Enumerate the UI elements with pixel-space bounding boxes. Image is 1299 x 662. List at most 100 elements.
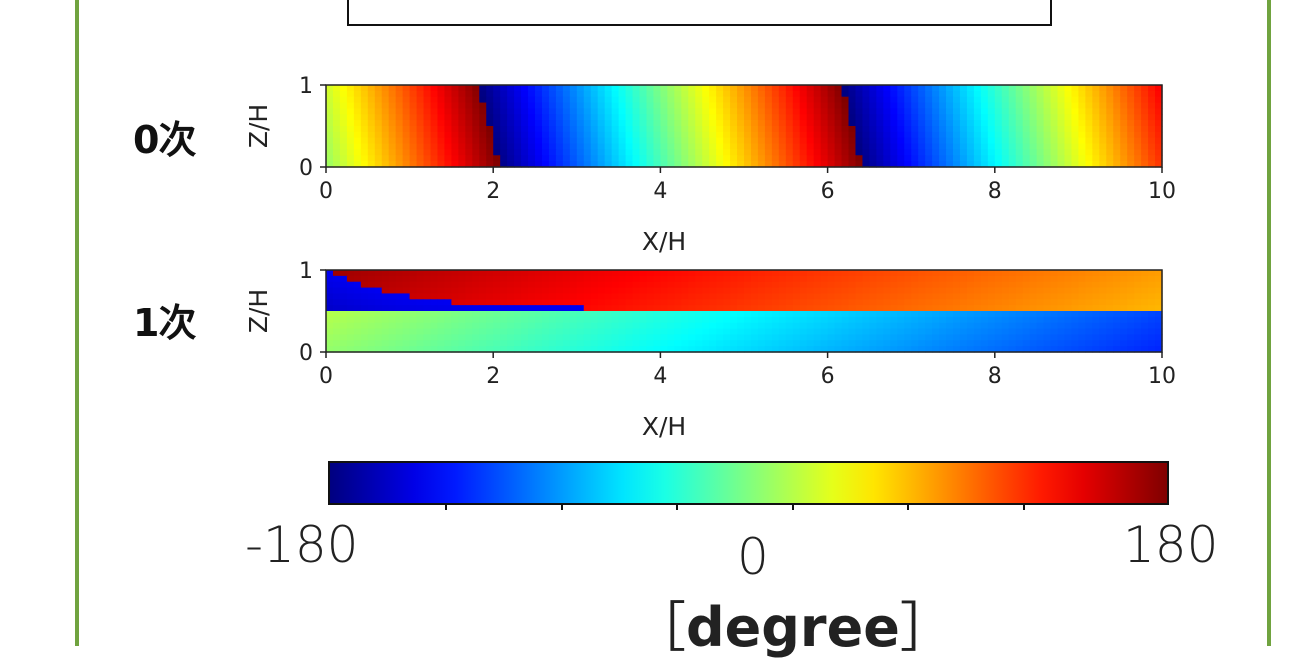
heatmap-cell bbox=[688, 293, 696, 300]
heatmap-cell bbox=[932, 102, 940, 110]
heatmap-cell bbox=[897, 137, 905, 145]
heatmap-cell bbox=[1071, 155, 1079, 162]
heatmap-cell bbox=[897, 287, 905, 295]
heatmap-cell bbox=[416, 299, 425, 306]
heatmap-cell bbox=[458, 334, 466, 341]
heatmap-cell bbox=[702, 155, 710, 162]
heatmap-cell bbox=[1022, 102, 1031, 110]
heatmap-cell bbox=[1141, 293, 1149, 300]
heatmap-cell bbox=[904, 275, 912, 283]
heatmap-cell bbox=[820, 126, 829, 133]
heatmap-cell bbox=[841, 281, 850, 289]
heatmap-cell bbox=[1134, 328, 1142, 336]
heatmap-cell bbox=[1155, 161, 1163, 168]
heatmap-cell bbox=[507, 316, 515, 324]
heatmap-cell bbox=[1141, 131, 1149, 139]
heatmap-cell bbox=[1022, 161, 1031, 168]
heatmap-cell bbox=[806, 270, 815, 277]
heatmap-cell bbox=[1148, 340, 1156, 347]
heatmap-cell bbox=[1064, 275, 1073, 283]
heatmap-cell bbox=[402, 149, 411, 156]
heatmap-cell bbox=[778, 346, 787, 353]
heatmap-cell bbox=[764, 334, 773, 341]
heatmap-cell bbox=[1078, 137, 1086, 145]
heatmap-cell bbox=[416, 270, 425, 277]
heatmap-cell bbox=[820, 311, 829, 318]
heatmap-cell bbox=[980, 322, 989, 330]
heatmap-cell bbox=[834, 311, 843, 318]
heatmap-cell bbox=[806, 334, 815, 341]
heatmap-cell bbox=[911, 114, 919, 121]
heatmap-cell bbox=[1008, 108, 1017, 115]
heatmap-cell bbox=[353, 155, 362, 162]
heatmap-cell bbox=[646, 299, 655, 306]
heatmap-cell bbox=[946, 90, 954, 98]
heatmap-cell bbox=[611, 126, 620, 133]
heatmap-cell bbox=[973, 328, 982, 336]
heatmap-cell bbox=[409, 328, 418, 336]
heatmap-cell bbox=[353, 102, 362, 110]
heatmap-cell bbox=[716, 340, 724, 347]
heatmap-cell bbox=[332, 293, 341, 300]
heatmap-cell bbox=[883, 346, 891, 353]
heatmap-cell bbox=[548, 149, 557, 156]
heatmap-cell bbox=[737, 334, 745, 341]
heatmap-cell bbox=[771, 114, 780, 121]
heatmap-cell bbox=[590, 270, 599, 277]
heatmap-cell bbox=[555, 149, 564, 156]
heatmap-cell bbox=[695, 102, 703, 110]
heatmap-cell bbox=[1099, 311, 1107, 318]
heatmap-cell bbox=[535, 311, 543, 318]
heatmap-cell bbox=[883, 102, 891, 110]
heatmap-cell bbox=[1155, 346, 1163, 353]
heatmap-cell bbox=[451, 108, 459, 115]
heatmap-cell bbox=[528, 270, 536, 277]
heatmap-cell bbox=[465, 305, 473, 312]
heatmap-cell bbox=[604, 293, 613, 300]
heatmap-cell bbox=[848, 137, 857, 145]
heatmap-cell bbox=[507, 287, 515, 295]
heatmap-cell bbox=[855, 275, 864, 283]
heatmap-cell bbox=[1092, 161, 1100, 168]
heatmap-cell bbox=[723, 275, 731, 283]
heatmap-cell bbox=[346, 114, 355, 121]
heatmap-cell bbox=[646, 149, 655, 156]
heatmap-cell bbox=[409, 270, 418, 277]
heatmap-cell bbox=[723, 126, 731, 133]
heatmap-cell bbox=[1155, 85, 1163, 92]
heatmap-cell bbox=[339, 281, 348, 289]
heatmap-cell bbox=[409, 96, 418, 104]
heatmap-cell bbox=[1043, 316, 1052, 324]
heatmap-cell bbox=[737, 143, 745, 151]
heatmap-cell bbox=[1106, 143, 1114, 151]
heatmap-cell bbox=[869, 287, 877, 295]
heatmap-cell bbox=[353, 340, 362, 347]
heatmap-cell bbox=[716, 102, 724, 110]
heatmap-cell bbox=[409, 143, 418, 151]
heatmap-cell bbox=[959, 270, 968, 277]
heatmap-cell bbox=[848, 311, 857, 318]
heatmap-cell bbox=[326, 334, 334, 341]
heatmap-cell bbox=[402, 293, 411, 300]
heatmap-cell bbox=[702, 131, 710, 139]
heatmap-cell bbox=[744, 340, 752, 347]
heatmap-cell bbox=[771, 126, 780, 133]
heatmap-cell bbox=[1008, 299, 1017, 306]
heatmap-cell bbox=[1050, 149, 1059, 156]
heatmap-cell bbox=[507, 149, 515, 156]
heatmap-cell bbox=[1015, 346, 1024, 353]
heatmap-cell bbox=[1043, 275, 1052, 283]
heatmap-cell bbox=[326, 143, 334, 151]
heatmap-cell bbox=[535, 287, 543, 295]
heatmap-cell bbox=[771, 299, 780, 306]
heatmap-cell bbox=[771, 131, 780, 139]
heatmap-cell bbox=[472, 85, 480, 92]
heatmap-cell bbox=[973, 102, 982, 110]
heatmap-cell bbox=[723, 293, 731, 300]
heatmap-cell bbox=[576, 161, 585, 168]
heatmap-cell bbox=[750, 328, 759, 336]
heatmap-cell bbox=[904, 270, 912, 277]
heatmap-cell bbox=[618, 316, 627, 324]
heatmap-cell bbox=[1064, 131, 1073, 139]
heatmap-cell bbox=[493, 328, 501, 336]
